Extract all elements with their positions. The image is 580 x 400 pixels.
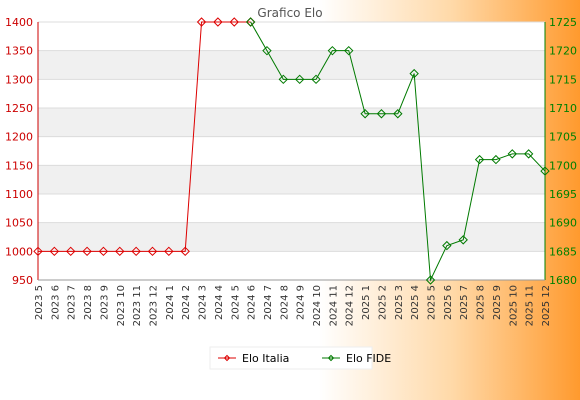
y-left-tick-label: 950 (12, 274, 33, 287)
data-point-0 (164, 246, 174, 257)
data-point-0 (49, 246, 60, 257)
x-tick-label: 2024 6 (247, 285, 258, 320)
data-point-0 (213, 17, 223, 27)
legend-entry: Elo FIDE (346, 352, 391, 365)
data-point-1 (311, 74, 321, 85)
data-point-1 (523, 149, 534, 159)
data-point-1 (458, 235, 468, 245)
x-tick-label: 2023 7 (67, 285, 78, 320)
x-tick-label: 2023 5 (34, 285, 45, 320)
series-line-0 (38, 21, 251, 252)
y-right-tick-label: 1720 (549, 45, 577, 58)
data-point-0 (66, 246, 76, 257)
y-right-tick-label: 1685 (549, 245, 577, 258)
data-point-0 (115, 246, 125, 257)
y-left-tick-label: 1100 (5, 188, 33, 201)
x-tick-label: 2025 8 (476, 285, 487, 320)
data-point-1 (278, 74, 289, 85)
x-tick-label: 2025 10 (508, 285, 519, 326)
x-tick-label: 2025 1 (361, 285, 372, 320)
y-right-tick-label: 1715 (549, 73, 577, 86)
data-point-1 (344, 45, 354, 56)
x-tick-label: 2023 10 (116, 285, 127, 326)
x-tick-label: 2024 12 (345, 285, 356, 326)
x-tick-label: 2024 11 (328, 285, 339, 326)
x-tick-label: 2023 6 (50, 285, 61, 320)
data-point-0 (131, 246, 141, 257)
data-point-1 (442, 240, 452, 251)
plot-band (38, 50, 545, 80)
x-tick-label: 2025 2 (377, 285, 388, 320)
x-tick-label: 2024 8 (279, 285, 290, 320)
x-tick-label: 2023 8 (83, 285, 94, 320)
y-right-tick-label: 1700 (549, 159, 577, 172)
data-point-1 (360, 109, 370, 119)
x-tick-label: 2023 9 (99, 285, 110, 320)
y-right-tick-label: 1690 (549, 217, 577, 230)
data-point-1 (491, 154, 501, 165)
legend-entry: Elo Italia (242, 352, 289, 365)
y-left-tick-label: 1150 (5, 159, 33, 172)
y-left-tick-label: 1400 (5, 16, 33, 29)
data-point-0 (180, 246, 190, 257)
x-tick-label: 2025 11 (525, 285, 536, 326)
y-left-tick-label: 1300 (5, 73, 33, 86)
x-tick-label: 2025 9 (492, 285, 503, 320)
x-tick-label: 2024 5 (230, 285, 241, 320)
y-right-tick-label: 1695 (549, 188, 577, 201)
data-point-0 (229, 17, 239, 27)
data-point-1 (540, 166, 550, 176)
x-tick-label: 2024 1 (165, 285, 176, 320)
legend-box (209, 346, 373, 370)
y-left-tick-label: 1050 (5, 217, 33, 230)
data-point-1 (327, 45, 338, 56)
y-right-tick-label: 1710 (549, 102, 577, 115)
y-right-tick-label: 1680 (549, 274, 577, 287)
x-tick-label: 2023 12 (148, 285, 159, 326)
x-tick-label: 2024 10 (312, 285, 323, 326)
y-left-tick-label: 1250 (5, 102, 33, 115)
x-tick-label: 2024 4 (214, 285, 225, 320)
data-point-1 (409, 68, 419, 79)
data-point-0 (82, 246, 92, 257)
plot-band (38, 165, 545, 194)
data-point-0 (98, 246, 109, 257)
data-point-1 (474, 154, 485, 165)
legend-swatch-marker (223, 354, 231, 362)
plot-band (38, 222, 545, 252)
chart-legend: Elo Italia Elo FIDE (209, 346, 391, 370)
data-point-0 (33, 246, 43, 257)
data-point-1 (262, 45, 272, 56)
chart-title: Grafico Elo (257, 6, 322, 20)
data-point-0 (147, 246, 158, 257)
y-right-tick-label: 1725 (549, 16, 577, 29)
x-tick-label: 2025 3 (394, 285, 405, 320)
x-tick-label: 2025 7 (459, 285, 470, 320)
data-point-1 (376, 109, 387, 119)
data-point-1 (425, 275, 436, 285)
x-tick-label: 2023 11 (132, 285, 143, 326)
plot-band (38, 108, 545, 137)
y-right-tick-label: 1705 (549, 131, 577, 144)
data-point-0 (196, 17, 207, 27)
data-point-1 (507, 149, 517, 159)
y-left-tick-label: 1200 (5, 131, 33, 144)
data-point-1 (245, 17, 256, 27)
legend-swatch-marker (327, 354, 335, 362)
data-point-1 (393, 109, 403, 119)
x-tick-label: 2024 3 (198, 285, 209, 320)
y-left-tick-label: 1000 (5, 245, 33, 258)
x-tick-label: 2024 7 (263, 285, 274, 320)
x-tick-label: 2025 5 (427, 285, 438, 320)
x-tick-label: 2024 2 (181, 285, 192, 320)
series-line-1 (250, 21, 546, 282)
data-point-1 (294, 74, 305, 85)
x-tick-label: 2025 6 (443, 285, 454, 320)
x-tick-label: 2025 4 (410, 285, 421, 320)
x-tick-label: 2025 12 (541, 285, 552, 326)
y-left-tick-label: 1350 (5, 45, 33, 58)
x-tick-label: 2024 9 (296, 285, 307, 320)
